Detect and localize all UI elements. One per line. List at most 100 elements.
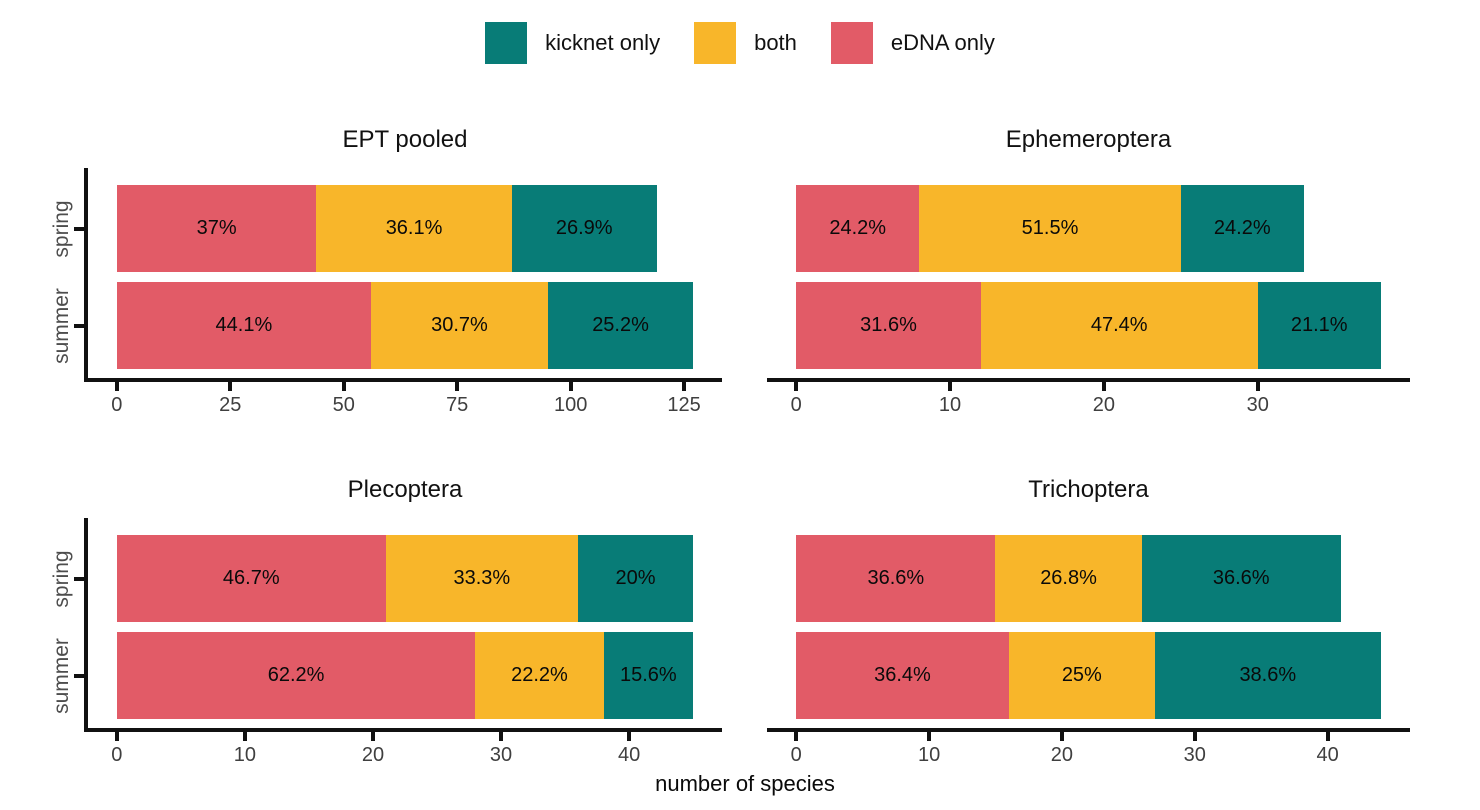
x-tick-40 bbox=[627, 732, 632, 741]
y-tick-spring bbox=[74, 576, 84, 581]
x-axis-line bbox=[84, 728, 722, 732]
bar-spring: 37% 36.1% 26.9% bbox=[116, 185, 657, 272]
legend-item-kicknet-only: kicknet only bbox=[485, 22, 660, 64]
panel-title-trichoptera: Trichoptera bbox=[1028, 476, 1149, 503]
legend: kicknet only both eDNA only bbox=[0, 22, 1480, 64]
segment-label-spring-kicknet-only: 36.6% bbox=[1212, 567, 1270, 589]
x-tick-label-40: 40 bbox=[618, 744, 641, 766]
y-tick-summer bbox=[74, 323, 84, 328]
segment-label-spring-edna-only: 24.2% bbox=[829, 217, 887, 239]
y-tick-summer bbox=[74, 673, 84, 678]
x-axis-line bbox=[84, 378, 722, 382]
panel-title-ept-pooled: EPT pooled bbox=[342, 126, 468, 153]
x-tick-label-0: 0 bbox=[111, 394, 123, 416]
segment-label-summer-both: 47.4% bbox=[1090, 314, 1148, 336]
x-tick-10 bbox=[242, 732, 247, 741]
x-axis-title: number of species bbox=[655, 771, 835, 796]
x-tick-20 bbox=[1101, 382, 1106, 391]
segment-label-summer-edna-only: 36.4% bbox=[874, 664, 931, 686]
y-axis-label-summer: summer bbox=[50, 287, 73, 364]
x-tick-label-0: 0 bbox=[790, 744, 802, 766]
bar-segment-spring-edna-only: 36.6% bbox=[796, 535, 996, 622]
bar-segment-summer-edna-only: 36.4% bbox=[796, 632, 1009, 719]
bar-segment-summer-edna-only: 31.6% bbox=[796, 282, 981, 369]
segment-label-summer-both: 25% bbox=[1061, 664, 1102, 686]
bar-segment-spring-edna-only: 46.7% bbox=[116, 535, 386, 622]
bar-segment-spring-kicknet-only: 20% bbox=[577, 535, 694, 622]
panel-title-plecoptera: Plecoptera bbox=[347, 476, 463, 503]
segment-label-summer-edna-only: 44.1% bbox=[215, 314, 273, 336]
bar-segment-spring-edna-only: 24.2% bbox=[796, 185, 920, 272]
legend-label-kicknet-only: kicknet only bbox=[545, 30, 661, 55]
legend-key-kicknet-only-swatch bbox=[485, 22, 528, 64]
x-tick-75 bbox=[455, 382, 460, 391]
x-tick-label-30: 30 bbox=[489, 744, 513, 766]
y-axis-label-summer: summer bbox=[50, 637, 73, 714]
bar-segment-summer-both: 25% bbox=[1008, 632, 1155, 719]
x-tick-label-10: 10 bbox=[938, 394, 962, 416]
bar-segment-spring-edna-only: 37% bbox=[116, 185, 317, 272]
bar-spring: 36.6% 26.8% 36.6% bbox=[796, 535, 1341, 622]
segment-label-summer-edna-only: 31.6% bbox=[860, 314, 917, 336]
bar-segment-spring-kicknet-only: 36.6% bbox=[1141, 535, 1341, 622]
legend-key-edna-only-swatch bbox=[830, 22, 873, 64]
legend-item-both: both bbox=[694, 22, 797, 64]
bar-segment-summer-kicknet-only: 15.6% bbox=[603, 632, 694, 719]
x-tick-label-125: 125 bbox=[667, 394, 701, 416]
bar-segment-spring-both: 36.1% bbox=[316, 185, 512, 272]
bar-segment-spring-both: 51.5% bbox=[919, 185, 1181, 272]
segment-label-spring-both: 51.5% bbox=[1021, 217, 1079, 239]
segment-label-summer-kicknet-only: 15.6% bbox=[619, 664, 677, 686]
legend-item-edna-only: eDNA only bbox=[830, 22, 995, 64]
y-axis-label-spring: spring bbox=[50, 549, 73, 608]
segment-label-summer-both: 22.2% bbox=[511, 664, 568, 686]
y-axis-label-spring: spring bbox=[50, 199, 73, 258]
segment-label-spring-both: 26.8% bbox=[1040, 567, 1097, 589]
x-tick-125 bbox=[682, 382, 687, 391]
y-axis-line bbox=[84, 518, 88, 732]
bar-summer: 44.1% 30.7% 25.2% bbox=[116, 282, 694, 369]
x-tick-label-0: 0 bbox=[111, 744, 123, 766]
x-tick-label-0: 0 bbox=[790, 394, 802, 416]
segment-label-spring-edna-only: 46.7% bbox=[222, 567, 280, 589]
bar-segment-spring-both: 33.3% bbox=[385, 535, 578, 622]
bar-segment-spring-kicknet-only: 24.2% bbox=[1180, 185, 1304, 272]
bar-spring: 24.2% 51.5% 24.2% bbox=[796, 185, 1304, 272]
x-tick-0 bbox=[794, 732, 799, 741]
legend-label-both: both bbox=[754, 30, 797, 55]
x-axis-line bbox=[767, 378, 1410, 382]
segment-label-summer-kicknet-only: 38.6% bbox=[1239, 664, 1297, 686]
x-tick-40 bbox=[1325, 732, 1330, 741]
bar-summer: 62.2% 22.2% 15.6% bbox=[116, 632, 694, 719]
bar-summer: 36.4% 25% 38.6% bbox=[796, 632, 1381, 719]
bar-segment-summer-both: 30.7% bbox=[370, 282, 548, 369]
x-tick-label-20: 20 bbox=[1092, 394, 1115, 416]
x-tick-label-100: 100 bbox=[553, 394, 588, 416]
y-axis-line bbox=[84, 168, 88, 382]
legend-key-both-swatch bbox=[694, 22, 737, 64]
x-tick-0 bbox=[114, 382, 119, 391]
x-tick-label-10: 10 bbox=[917, 744, 941, 766]
x-tick-label-25: 25 bbox=[219, 394, 242, 416]
x-tick-label-40: 40 bbox=[1316, 744, 1339, 766]
bar-summer: 31.6% 47.4% 21.1% bbox=[796, 282, 1381, 369]
bar-segment-summer-both: 22.2% bbox=[475, 632, 604, 719]
x-tick-30 bbox=[1255, 382, 1260, 391]
x-tick-10 bbox=[948, 382, 953, 391]
segment-label-summer-kicknet-only: 25.2% bbox=[592, 314, 649, 336]
segment-label-spring-both: 33.3% bbox=[453, 567, 511, 589]
y-tick-spring bbox=[74, 226, 84, 231]
legend-label-edna-only: eDNA only bbox=[890, 30, 995, 55]
segment-label-spring-kicknet-only: 26.9% bbox=[555, 217, 613, 239]
segment-label-spring-kicknet-only: 20% bbox=[615, 567, 656, 589]
bar-segment-summer-kicknet-only: 21.1% bbox=[1257, 282, 1381, 369]
x-tick-0 bbox=[794, 382, 799, 391]
panel-title-ephemeroptera: Ephemeroptera bbox=[1005, 126, 1172, 153]
segment-label-summer-edna-only: 62.2% bbox=[267, 664, 325, 686]
x-tick-label-75: 75 bbox=[446, 394, 469, 416]
segment-label-spring-both: 36.1% bbox=[385, 217, 443, 239]
x-tick-30 bbox=[1192, 732, 1197, 741]
x-tick-0 bbox=[114, 732, 119, 741]
x-tick-label-30: 30 bbox=[1246, 394, 1269, 416]
